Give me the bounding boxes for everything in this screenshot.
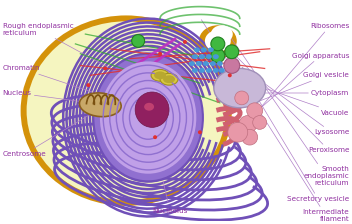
Text: Cytoplasm: Cytoplasm: [263, 90, 349, 96]
Ellipse shape: [132, 34, 145, 47]
Ellipse shape: [211, 49, 225, 62]
Text: Smooth
endoplasmic
reticulum: Smooth endoplasmic reticulum: [231, 38, 349, 186]
Ellipse shape: [228, 123, 248, 142]
Ellipse shape: [158, 52, 162, 56]
Ellipse shape: [192, 54, 198, 59]
Ellipse shape: [196, 61, 202, 66]
Ellipse shape: [189, 61, 195, 66]
Ellipse shape: [183, 40, 187, 44]
Ellipse shape: [253, 116, 267, 129]
Ellipse shape: [80, 93, 121, 117]
Ellipse shape: [213, 68, 219, 73]
Ellipse shape: [206, 54, 212, 59]
Ellipse shape: [203, 61, 209, 66]
Ellipse shape: [235, 91, 249, 105]
Ellipse shape: [86, 83, 90, 87]
Ellipse shape: [225, 45, 239, 59]
Ellipse shape: [194, 47, 200, 52]
Ellipse shape: [211, 37, 225, 51]
Text: Chromatin: Chromatin: [3, 65, 93, 92]
Ellipse shape: [210, 61, 216, 66]
Ellipse shape: [247, 103, 263, 118]
Ellipse shape: [163, 75, 175, 83]
Text: Peroxisome: Peroxisome: [234, 54, 349, 153]
Ellipse shape: [151, 69, 169, 81]
Ellipse shape: [214, 69, 266, 108]
Ellipse shape: [93, 54, 203, 181]
Ellipse shape: [160, 73, 178, 85]
Ellipse shape: [27, 21, 226, 200]
Ellipse shape: [135, 92, 169, 127]
Ellipse shape: [213, 54, 219, 59]
Ellipse shape: [242, 129, 258, 145]
Text: Secretory vesicle: Secretory vesicle: [216, 30, 349, 202]
Text: Nucleus: Nucleus: [3, 90, 102, 104]
Ellipse shape: [208, 47, 214, 52]
Text: Ribosomes: Ribosomes: [232, 23, 349, 142]
Ellipse shape: [192, 68, 198, 73]
Ellipse shape: [199, 54, 205, 59]
Ellipse shape: [198, 130, 202, 134]
Text: Golgi vesicle: Golgi vesicle: [252, 72, 349, 104]
Text: Lysosome: Lysosome: [242, 67, 349, 135]
Ellipse shape: [217, 61, 223, 66]
Ellipse shape: [21, 15, 232, 206]
Ellipse shape: [201, 47, 207, 52]
Ellipse shape: [100, 61, 196, 174]
Ellipse shape: [103, 67, 107, 70]
Ellipse shape: [205, 30, 231, 52]
Text: Golgi apparatus: Golgi apparatus: [252, 53, 349, 116]
Ellipse shape: [144, 103, 154, 111]
Text: Nucleolus: Nucleolus: [152, 137, 188, 214]
Ellipse shape: [239, 116, 257, 133]
Ellipse shape: [154, 71, 166, 79]
Ellipse shape: [206, 68, 212, 73]
Ellipse shape: [228, 73, 232, 77]
Ellipse shape: [219, 68, 225, 73]
Text: Vacuole: Vacuole: [267, 89, 349, 116]
Ellipse shape: [153, 135, 157, 139]
Ellipse shape: [199, 68, 205, 73]
Text: Centrosome: Centrosome: [3, 77, 153, 157]
Text: Intermediate
filament: Intermediate filament: [201, 20, 349, 222]
Ellipse shape: [211, 25, 233, 43]
Text: Rough endoplasmic
reticulum: Rough endoplasmic reticulum: [3, 23, 108, 67]
Ellipse shape: [224, 58, 240, 73]
Ellipse shape: [199, 25, 237, 57]
